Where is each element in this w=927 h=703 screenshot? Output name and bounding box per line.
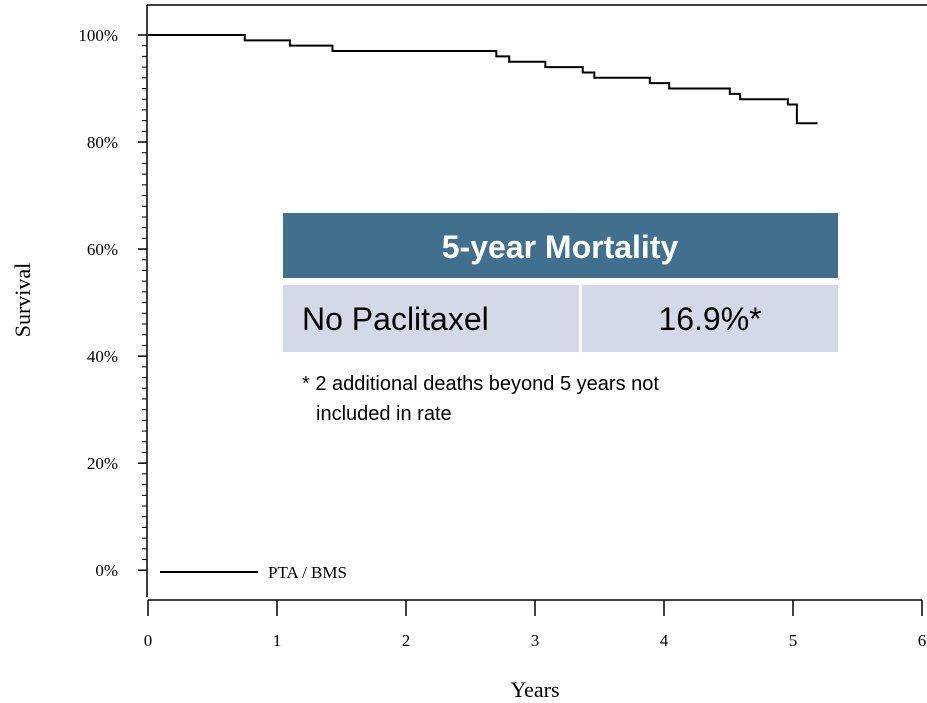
x-axis-label: Years xyxy=(510,677,559,702)
survival-line xyxy=(148,33,818,125)
y-tick-label: 20% xyxy=(87,454,118,473)
table-row-label: No Paclitaxel xyxy=(302,301,489,337)
x-tick-label: 1 xyxy=(273,631,282,650)
footnote: included in rate xyxy=(316,403,452,425)
x-tick-label: 3 xyxy=(531,631,540,650)
y-tick-label: 60% xyxy=(87,240,118,259)
footnote: * 2 additional deaths beyond 5 years not xyxy=(302,373,659,395)
x-tick-label: 2 xyxy=(402,631,411,650)
table-header xyxy=(283,213,838,278)
y-tick-label: 40% xyxy=(87,347,118,366)
x-tick-label: 5 xyxy=(789,631,798,650)
table-title: 5-year Mortality xyxy=(442,229,679,265)
x-tick-label: 0 xyxy=(144,631,153,650)
x-tick-label: 4 xyxy=(660,631,669,650)
x-tick-label: 6 xyxy=(918,631,927,650)
y-axis-label: Survival xyxy=(10,263,35,338)
y-tick-label: 0% xyxy=(95,561,118,580)
table-cell xyxy=(283,285,579,352)
legend-label: PTA / BMS xyxy=(268,563,347,582)
table-row-value: 16.9%* xyxy=(658,301,761,337)
table-cell xyxy=(582,285,838,352)
y-tick-label: 80% xyxy=(87,133,118,152)
y-tick-label: 100% xyxy=(78,26,118,45)
